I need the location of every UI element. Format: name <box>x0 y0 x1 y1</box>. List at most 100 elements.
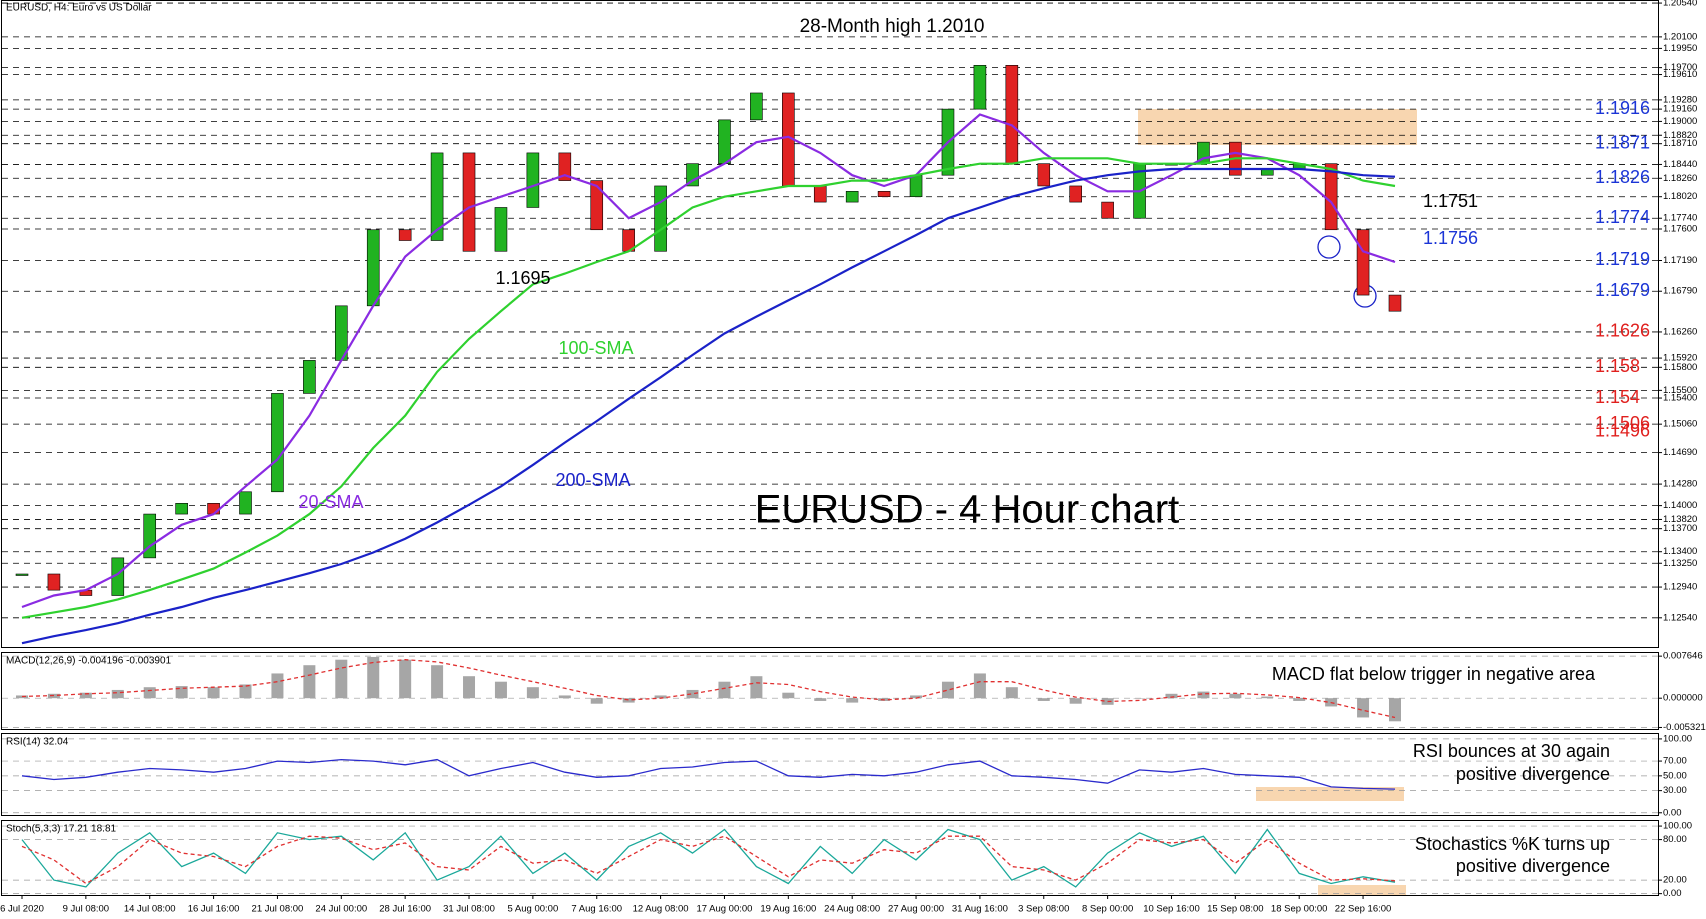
x-tick-label: 18 Sep 00:00 <box>1271 904 1328 915</box>
candle <box>462 152 476 252</box>
candle <box>845 191 859 203</box>
candle <box>590 180 604 231</box>
y-tick-label: 1.18260 <box>1663 173 1697 184</box>
y-tick-label: 0.00 <box>1663 888 1682 899</box>
x-tick-label: 24 Jul 00:00 <box>315 904 367 915</box>
y-tick-label: 1.17190 <box>1663 255 1697 266</box>
x-tick-label: 24 Aug 08:00 <box>824 904 880 915</box>
bar <box>846 698 859 703</box>
y-tick-label: 100.00 <box>1663 821 1692 832</box>
bar <box>494 681 507 699</box>
candle <box>909 174 923 198</box>
level-label: 1.1826 <box>1595 167 1650 187</box>
x-tick-label: 9 Jul 08:00 <box>63 904 109 915</box>
bar <box>271 673 284 699</box>
y-tick-label: 1.15400 <box>1663 393 1697 404</box>
panel-border <box>1 733 1659 816</box>
candle <box>1037 163 1051 187</box>
level-label: 1.1626 <box>1595 321 1650 341</box>
y-tick-label: 1.12940 <box>1663 582 1697 593</box>
annotation: Stochastics %K turns up <box>1415 834 1610 854</box>
y-tick-label: 1.13250 <box>1663 558 1697 569</box>
level-label: 1.1719 <box>1595 249 1650 269</box>
y-tick-label: 1.16790 <box>1663 286 1697 297</box>
bar <box>1357 698 1370 718</box>
x-tick-label: 7 Aug 16:00 <box>571 904 622 915</box>
y-tick-label: 1.17600 <box>1663 224 1697 235</box>
series-label: 200-SMA <box>555 470 630 490</box>
bar <box>622 698 635 703</box>
annotation: 1.1695 <box>495 268 550 288</box>
candle <box>750 92 763 121</box>
annotation: positive divergence <box>1456 856 1610 876</box>
y-tick-label: 20.00 <box>1663 875 1687 886</box>
candle <box>143 513 157 559</box>
bar <box>1037 698 1050 701</box>
y-tick-label: 1.15500 <box>1663 385 1697 396</box>
x-tick-label: 14 Jul 08:00 <box>124 904 176 915</box>
candle <box>303 360 316 394</box>
bar <box>463 676 476 699</box>
bar <box>1133 698 1146 699</box>
level-label: 1.1496 <box>1595 421 1650 441</box>
x-tick-label: 6 Jul 2020 <box>0 904 44 915</box>
y-tick-label: 1.18440 <box>1663 159 1697 170</box>
bar <box>814 698 827 701</box>
y-tick-label: 1.15800 <box>1663 362 1697 373</box>
bar <box>1069 698 1082 704</box>
y-tick-label: 1.19700 <box>1663 62 1697 73</box>
y-tick-label: 0.000000 <box>1663 693 1703 704</box>
bar <box>431 665 444 699</box>
candle <box>877 191 891 198</box>
bar <box>207 687 220 699</box>
level-label: 1.1774 <box>1595 207 1650 227</box>
annotation: positive divergence <box>1456 764 1610 784</box>
y-tick-label: 1.18820 <box>1663 130 1697 141</box>
series-line <box>21 835 1396 885</box>
y-tick-label: 1.13700 <box>1663 523 1697 534</box>
x-tick-label: 3 Sep 08:00 <box>1018 904 1069 915</box>
series-line <box>21 113 1396 609</box>
rsi-title: RSI(14) 32.04 <box>6 737 69 748</box>
bar <box>303 665 316 699</box>
x-tick-label: 12 Aug 08:00 <box>633 904 689 915</box>
y-tick-label: 100.00 <box>1663 733 1692 744</box>
y-tick-label: 1.13820 <box>1663 514 1697 525</box>
x-tick-label: 31 Aug 16:00 <box>952 904 1008 915</box>
annotation: 1.1751 <box>1423 191 1478 211</box>
candle <box>686 163 699 187</box>
y-tick-label: 80.00 <box>1663 834 1687 845</box>
level-label: 1.158 <box>1595 356 1640 376</box>
x-tick-label: 15 Sep 08:00 <box>1207 904 1264 915</box>
x-tick-label: 19 Aug 16:00 <box>760 904 816 915</box>
y-tick-label: 0.007646 <box>1663 651 1703 662</box>
bar <box>16 695 28 699</box>
y-tick-label: 1.12540 <box>1663 612 1697 623</box>
resistance-zone <box>1138 109 1417 145</box>
bar <box>941 681 954 699</box>
y-tick-label: 1.19000 <box>1663 116 1697 127</box>
bar <box>1197 691 1210 699</box>
bar <box>910 695 923 699</box>
y-tick-label: 50.00 <box>1663 770 1687 781</box>
x-tick-label: 17 Aug 00:00 <box>696 904 752 915</box>
bar <box>750 676 763 699</box>
y-tick-label: 70.00 <box>1663 756 1687 767</box>
x-tick-label: 31 Jul 08:00 <box>443 904 495 915</box>
annotation: 28-Month high 1.2010 <box>800 16 985 37</box>
panel-border <box>1 820 1659 896</box>
bar <box>526 687 539 699</box>
candle <box>47 573 61 591</box>
candle <box>973 65 987 110</box>
bar <box>654 695 667 699</box>
x-tick-label: 5 Aug 00:00 <box>508 904 559 915</box>
y-tick-label: 1.19280 <box>1663 94 1697 105</box>
y-tick-label: 1.19160 <box>1663 104 1697 115</box>
level-label: 1.1916 <box>1595 98 1650 118</box>
bar <box>143 687 156 699</box>
bar <box>590 698 603 704</box>
y-tick-label: 1.20100 <box>1663 31 1697 42</box>
